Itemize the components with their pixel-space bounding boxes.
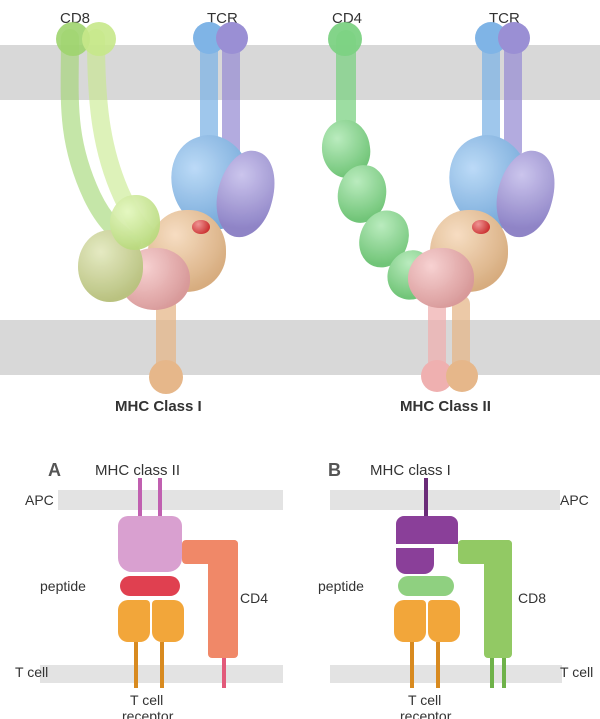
panelA-apc: APC — [25, 492, 54, 508]
A-peptide — [120, 576, 180, 596]
panelB-cd8: CD8 — [518, 590, 546, 606]
panelA-peptide: peptide — [40, 578, 86, 594]
label-mhcI: MHC Class I — [115, 398, 202, 415]
A-mhc-stemR — [158, 478, 162, 518]
cd8-ball-light — [82, 22, 116, 56]
membrane-tcell-B — [330, 665, 562, 683]
panelA-cd4: CD4 — [240, 590, 268, 606]
panelA-tcr2: receptor — [122, 708, 173, 719]
panelB-apc: APC — [560, 492, 589, 508]
mhcI-ball — [149, 360, 183, 394]
B-peptide — [398, 576, 454, 596]
B-tcr-stemL — [410, 642, 414, 688]
B-mhc-bottom — [396, 548, 434, 574]
membrane-apc-top — [0, 320, 600, 375]
B-mhc-stem — [424, 478, 428, 518]
panelB-tcell: T cell — [560, 664, 593, 680]
membrane-apc-A — [58, 490, 283, 510]
mhcII-blob-pink — [408, 248, 474, 308]
panelB-letter: B — [328, 460, 341, 481]
panelB-tcr1: T cell — [408, 692, 441, 708]
B-tcr-lobR — [428, 600, 460, 642]
label-mhcII: MHC Class II — [400, 398, 491, 415]
A-tcr-stemL — [134, 642, 138, 688]
panelA-letter: A — [48, 460, 61, 481]
A-mhc-body — [118, 516, 182, 572]
panelB-tcr2: receptor — [400, 708, 451, 719]
B-mhc-top — [396, 516, 458, 544]
B-tcr-stemR — [436, 642, 440, 688]
B-cd8-stemL — [490, 658, 494, 688]
tcr-purple-ball-right — [498, 22, 530, 54]
A-cd4-stem — [222, 658, 226, 688]
panelA-tcell: T cell — [15, 664, 48, 680]
B-cd8-h — [458, 540, 512, 564]
tcr-purple-ball-left — [216, 22, 248, 54]
A-tcr-lobL — [118, 600, 150, 642]
mhcII-ball-tan — [446, 360, 478, 392]
cd4-ball — [328, 22, 362, 56]
A-tcr-lobR — [152, 600, 184, 642]
panelA-tcr1: T cell — [130, 692, 163, 708]
panelB-title: MHC class I — [370, 462, 451, 479]
A-mhc-stemL — [138, 478, 142, 518]
cd8-blob-light — [110, 195, 160, 250]
panelB-peptide: peptide — [318, 578, 364, 594]
A-cd4-h — [182, 540, 238, 564]
peptide-right — [472, 220, 490, 234]
peptide-left — [192, 220, 210, 234]
panelA-title: MHC class II — [95, 462, 180, 479]
B-cd8-stemR — [502, 658, 506, 688]
B-tcr-lobL — [394, 600, 426, 642]
membrane-apc-B — [330, 490, 560, 510]
A-tcr-stemR — [160, 642, 164, 688]
